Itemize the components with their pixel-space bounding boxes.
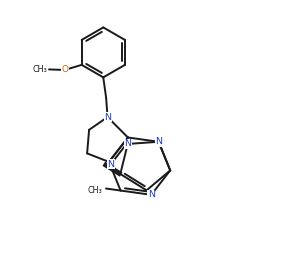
- Text: N: N: [108, 160, 114, 169]
- Text: N: N: [155, 137, 162, 146]
- Text: N: N: [124, 139, 131, 149]
- Text: CH₃: CH₃: [32, 65, 47, 74]
- Text: O: O: [61, 65, 68, 75]
- Text: CH₃: CH₃: [88, 186, 103, 195]
- Text: N: N: [104, 112, 111, 122]
- Text: N: N: [148, 190, 155, 199]
